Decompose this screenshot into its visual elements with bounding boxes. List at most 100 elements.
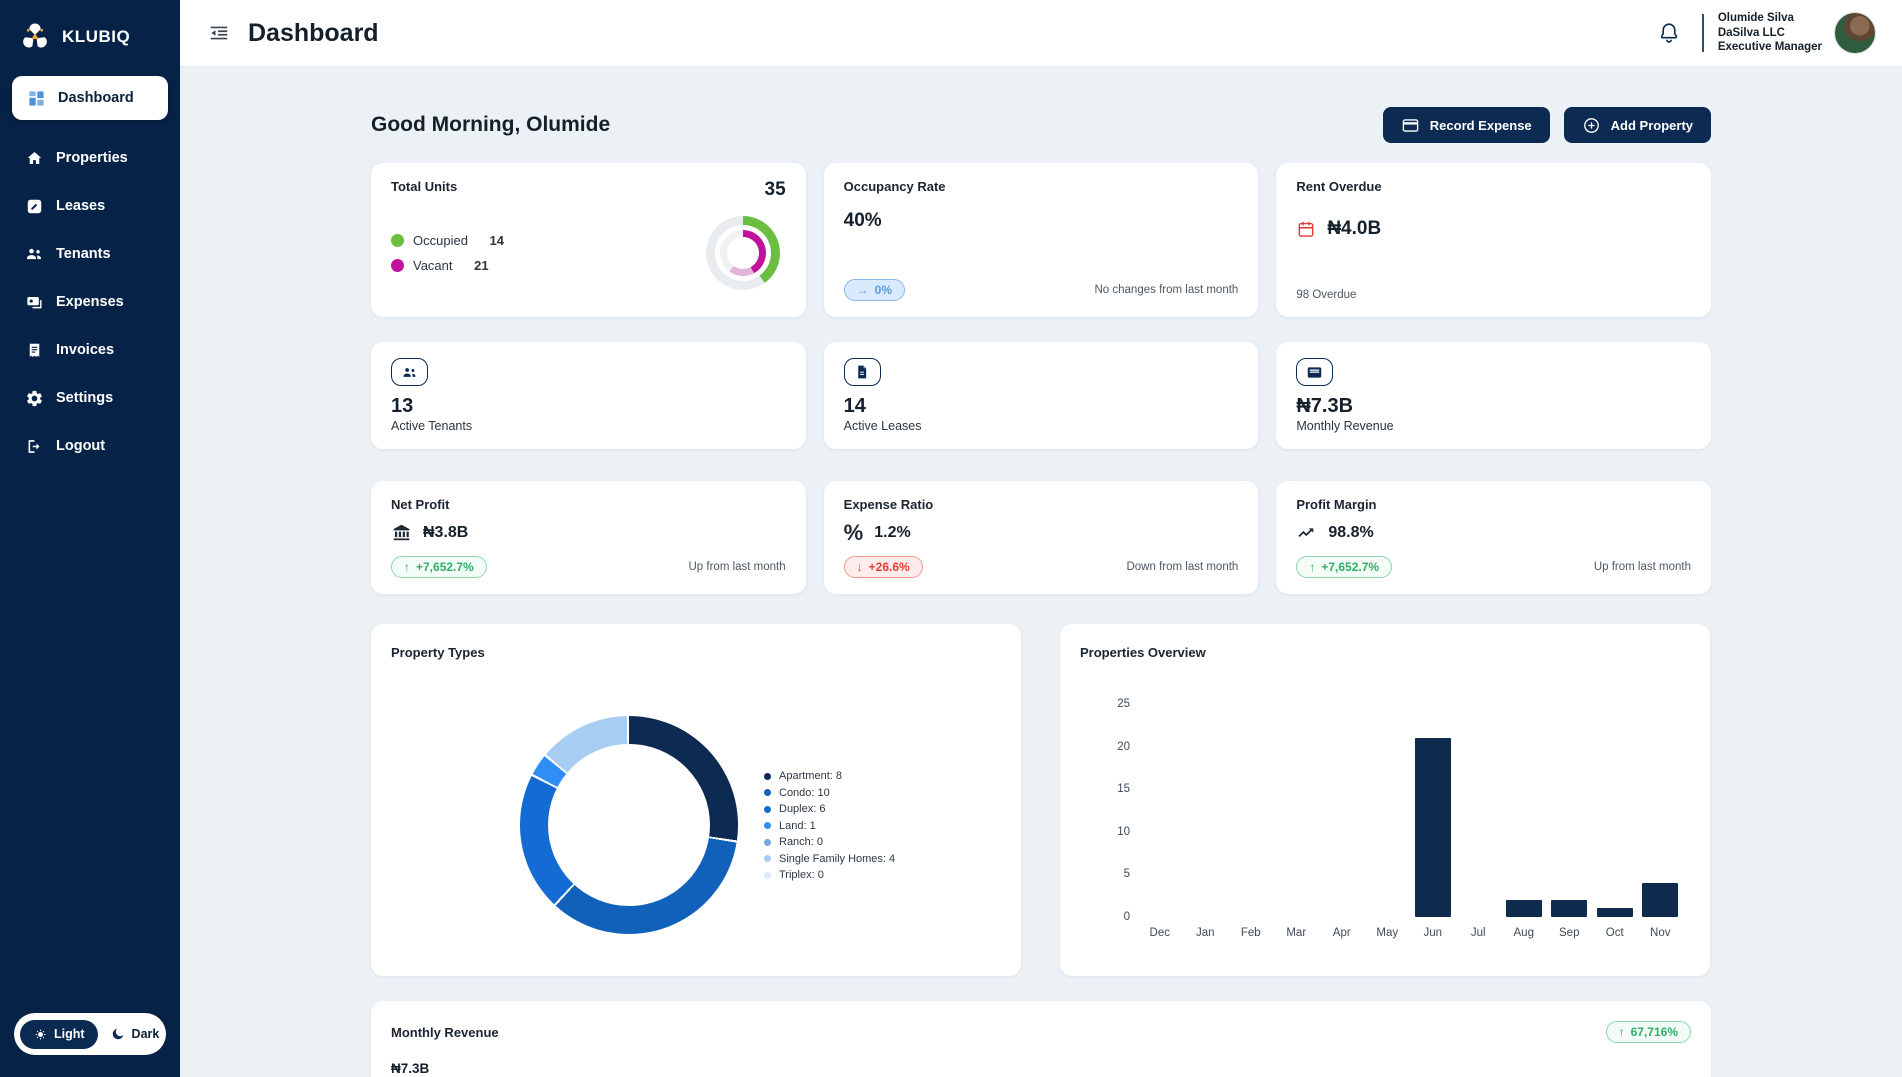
bar-slot bbox=[1274, 704, 1320, 917]
card-title: Monthly Revenue bbox=[391, 1025, 499, 1040]
dashboard-icon bbox=[26, 88, 46, 108]
legend-label: Apartment: 8 bbox=[779, 770, 842, 782]
y-axis-tick: 15 bbox=[1117, 782, 1130, 796]
moon-icon bbox=[110, 1026, 126, 1042]
x-axis-label: Mar bbox=[1274, 927, 1320, 939]
x-axis-label: Jan bbox=[1183, 927, 1229, 939]
user-company: DaSilva LLC bbox=[1718, 26, 1822, 41]
legend-label: Condo: 10 bbox=[779, 787, 830, 799]
x-axis-label: Nov bbox=[1638, 927, 1684, 939]
properties-overview-bar-chart: 0510152025 DecJanFebMarAprMayJunJulAugSe… bbox=[1080, 704, 1690, 939]
expense-ratio-note: Down from last month bbox=[1126, 561, 1238, 573]
legend-dot-icon bbox=[764, 806, 771, 813]
monthly-revenue-value: ₦7.3B bbox=[1296, 395, 1691, 417]
add-property-button[interactable]: Add Property bbox=[1564, 107, 1711, 143]
bank-icon bbox=[391, 522, 412, 543]
bar-slot bbox=[1547, 704, 1593, 917]
expense-card-icon bbox=[24, 292, 44, 312]
rent-overdue-card: Rent Overdue ₦4.0B 98 Overdue bbox=[1276, 163, 1711, 317]
legend-label: Single Family Homes: 4 bbox=[779, 853, 895, 865]
expense-ratio-value: 1.2% bbox=[874, 524, 910, 542]
sidebar: KLUBIQ Dashboard Properties Leases Tenan… bbox=[0, 0, 180, 1077]
bar-slot bbox=[1183, 704, 1229, 917]
bar-slot bbox=[1638, 704, 1684, 917]
active-tenants-value: 13 bbox=[391, 395, 786, 417]
card-title: Rent Overdue bbox=[1296, 179, 1691, 194]
x-axis-label: Oct bbox=[1592, 927, 1638, 939]
gear-icon bbox=[24, 388, 44, 408]
bar bbox=[1642, 883, 1678, 917]
properties-overview-card: Properties Overview 0510152025 DecJanFeb… bbox=[1060, 624, 1710, 976]
occupancy-rate-card: Occupancy Rate 40% → 0% No changes from … bbox=[824, 163, 1259, 317]
invoice-icon bbox=[24, 340, 44, 360]
legend-item: Duplex: 6 bbox=[764, 803, 895, 815]
monthly-revenue-badge: ↑ 67,716% bbox=[1606, 1021, 1691, 1043]
profit-margin-card: Profit Margin 98.8% ↑ +7,652.7% Up from … bbox=[1276, 481, 1711, 594]
active-leases-label: Active Leases bbox=[844, 419, 1239, 433]
property-types-legend: Apartment: 8 Condo: 10 Duplex: 6 Land: 1 Ran… bbox=[764, 770, 895, 881]
property-types-donut-chart bbox=[520, 716, 738, 934]
sidebar-item-logout[interactable]: Logout bbox=[10, 422, 170, 470]
bar bbox=[1506, 900, 1542, 917]
bar-slot bbox=[1365, 704, 1411, 917]
y-axis-tick: 5 bbox=[1124, 867, 1130, 881]
sidebar-item-properties[interactable]: Properties bbox=[10, 134, 170, 182]
legend-dot-icon bbox=[764, 789, 771, 796]
net-profit-card: Net Profit ₦3.8B ↑ +7,652.7% Up from las… bbox=[371, 481, 806, 594]
notification-bell-icon[interactable] bbox=[1654, 18, 1684, 48]
legend-item: Single Family Homes: 4 bbox=[764, 853, 895, 865]
record-expense-button[interactable]: Record Expense bbox=[1383, 107, 1550, 143]
x-axis-label: Aug bbox=[1501, 927, 1547, 939]
sidebar-item-label: Logout bbox=[56, 438, 105, 454]
logout-icon bbox=[24, 436, 44, 456]
theme-dark-option[interactable]: Dark bbox=[104, 1019, 166, 1049]
card-title: Profit Margin bbox=[1296, 497, 1691, 512]
expense-ratio-badge: ↓ +26.6% bbox=[844, 556, 923, 578]
tenants-icon bbox=[391, 358, 428, 386]
occupancy-change-badge: → 0% bbox=[844, 279, 905, 301]
occupancy-rate-value: 40% bbox=[844, 210, 1239, 232]
legend-item: Condo: 10 bbox=[764, 787, 895, 799]
monthly-revenue-label: Monthly Revenue bbox=[1296, 419, 1691, 433]
bar bbox=[1415, 738, 1451, 917]
sidebar-item-dashboard[interactable]: Dashboard bbox=[12, 76, 168, 120]
legend-dot-icon bbox=[764, 855, 771, 862]
legend-item: Land: 1 bbox=[764, 820, 895, 832]
bar bbox=[1551, 900, 1587, 917]
legend-dot-icon bbox=[764, 822, 771, 829]
greeting-text: Good Morning, Olumide bbox=[371, 113, 610, 137]
active-tenants-card: 13 Active Tenants bbox=[371, 342, 806, 449]
theme-toggle[interactable]: Light Dark bbox=[14, 1013, 166, 1055]
rent-overdue-note: 98 Overdue bbox=[1296, 289, 1691, 301]
sidebar-item-invoices[interactable]: Invoices bbox=[10, 326, 170, 374]
units-donut-chart bbox=[706, 216, 780, 290]
credit-card-icon bbox=[1401, 116, 1420, 135]
legend-item: Triplex: 0 bbox=[764, 869, 895, 881]
theme-light-label: Light bbox=[54, 1027, 85, 1041]
legend-dot-icon bbox=[764, 839, 771, 846]
bar-slot bbox=[1456, 704, 1502, 917]
legend-dot-icon bbox=[764, 773, 771, 780]
legend-dot-icon bbox=[764, 872, 771, 879]
sidebar-item-label: Expenses bbox=[56, 294, 124, 310]
chart-title: Properties Overview bbox=[1080, 645, 1206, 660]
legend-label: Ranch: 0 bbox=[779, 836, 823, 848]
occupied-dot-icon bbox=[391, 234, 404, 247]
avatar[interactable] bbox=[1834, 12, 1876, 54]
theme-light-option[interactable]: Light bbox=[20, 1020, 98, 1049]
net-profit-badge: ↑ +7,652.7% bbox=[391, 556, 487, 578]
sidebar-item-leases[interactable]: Leases bbox=[10, 182, 170, 230]
bar-slot bbox=[1319, 704, 1365, 917]
user-role: Executive Manager bbox=[1718, 40, 1822, 55]
sidebar-item-label: Tenants bbox=[56, 246, 111, 262]
card-payment-icon bbox=[1296, 358, 1333, 386]
bar-slot bbox=[1228, 704, 1274, 917]
monthly-revenue-bottom-value: ₦7.3B bbox=[391, 1061, 1691, 1076]
sidebar-item-expenses[interactable]: Expenses bbox=[10, 278, 170, 326]
collapse-sidebar-icon[interactable] bbox=[208, 21, 232, 45]
trending-up-icon bbox=[1296, 522, 1317, 543]
sidebar-item-tenants[interactable]: Tenants bbox=[10, 230, 170, 278]
user-name: Olumide Silva bbox=[1718, 11, 1822, 26]
sidebar-item-settings[interactable]: Settings bbox=[10, 374, 170, 422]
x-axis-label: Apr bbox=[1319, 927, 1365, 939]
